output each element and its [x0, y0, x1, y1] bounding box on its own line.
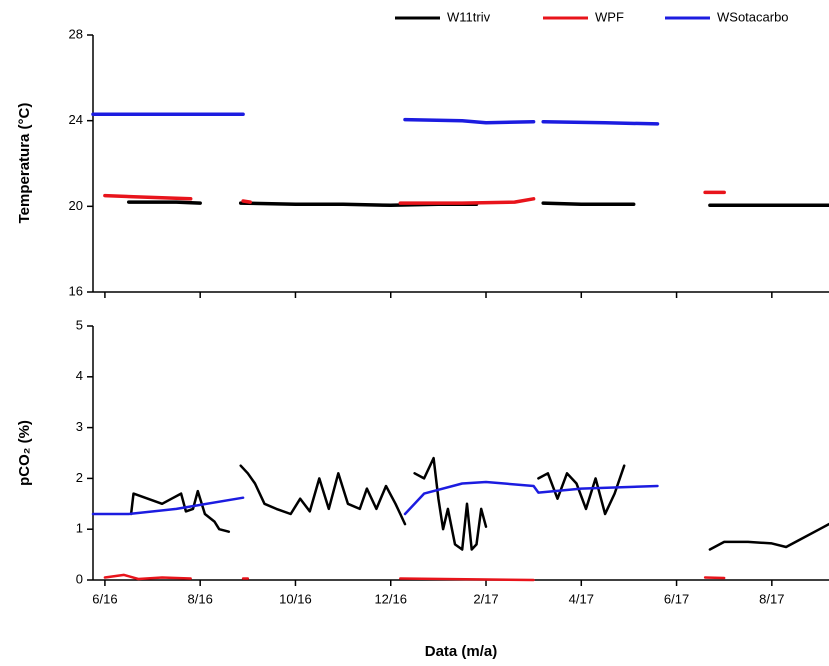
series-line — [103, 190, 726, 205]
y-tick-label: 20 — [69, 198, 83, 213]
y-tick-label: 5 — [76, 317, 83, 332]
y-tick-label: 24 — [69, 112, 83, 127]
y-tick-label: 1 — [76, 521, 83, 536]
x-tick-label: 8/17 — [759, 591, 784, 606]
legend-label: WPF — [595, 9, 624, 24]
series-line — [91, 480, 659, 516]
x-tick-label: 2/17 — [473, 591, 498, 606]
x-tick-label: 6/17 — [664, 591, 689, 606]
series-line — [126, 200, 829, 208]
series-line — [91, 112, 660, 126]
x-tick-label: 12/16 — [374, 591, 407, 606]
series-line — [129, 456, 829, 551]
y-tick-label: 3 — [76, 419, 83, 434]
y-tick-label: 16 — [69, 283, 83, 298]
legend-label: WSotacarbo — [717, 9, 789, 24]
x-axis-title: Data (m/a) — [425, 643, 498, 660]
y-tick-label: 28 — [69, 26, 83, 41]
y-axis-title: Temperatura (°C) — [16, 103, 33, 224]
y-tick-label: 0 — [76, 571, 83, 586]
y-axis-title: pCO₂ (%) — [16, 420, 33, 486]
series-line — [103, 573, 726, 582]
x-tick-label: 4/17 — [569, 591, 594, 606]
y-tick-label: 4 — [76, 368, 83, 383]
y-tick-label: 2 — [76, 470, 83, 485]
legend-label: W11triv — [447, 9, 491, 24]
x-tick-label: 10/16 — [279, 591, 312, 606]
x-tick-label: 8/16 — [188, 591, 213, 606]
x-tick-label: 6/16 — [92, 591, 117, 606]
